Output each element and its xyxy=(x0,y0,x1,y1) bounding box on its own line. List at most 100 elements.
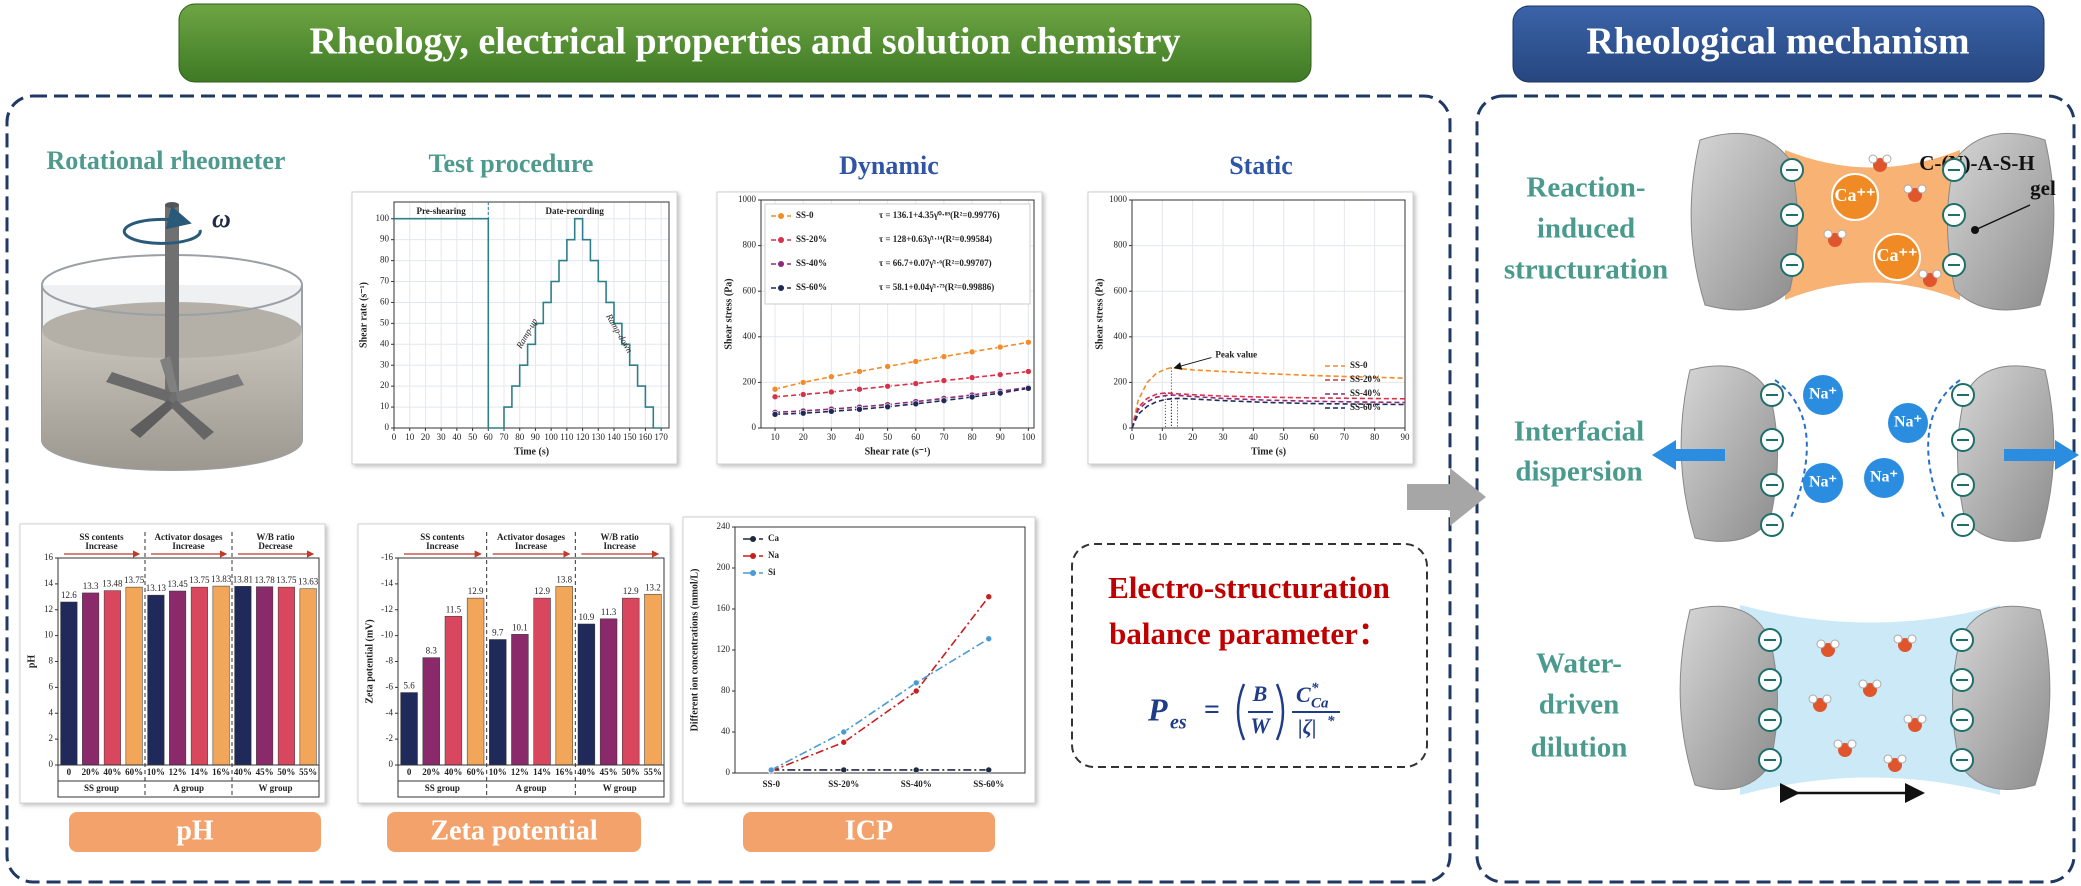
data-point xyxy=(996,343,1004,351)
x-tick-label: 0 xyxy=(392,432,397,442)
water-h xyxy=(1858,679,1868,689)
x-tick-label: 70 xyxy=(500,432,510,442)
bar xyxy=(489,639,507,766)
y-tick-label: 16 xyxy=(44,552,54,562)
value-label: 12.6 xyxy=(61,590,77,600)
group-trend: Increase xyxy=(515,541,547,551)
data-point xyxy=(840,766,848,774)
data-point xyxy=(985,766,993,774)
header-title: Rheology, electrical properties and solu… xyxy=(309,21,1180,63)
x-tick-label: 120 xyxy=(576,432,590,442)
y-tick-label: 6 xyxy=(49,681,54,691)
data-point xyxy=(940,397,948,404)
y-tick-label: 160 xyxy=(717,603,731,613)
y-tick-label: 40 xyxy=(721,726,731,736)
x-tick-label: 10% xyxy=(489,767,507,777)
panel-title: Dynamic xyxy=(839,151,939,180)
y-tick-label: 800 xyxy=(743,240,757,250)
x-tick-label: 140 xyxy=(607,432,621,442)
value-label: 11.3 xyxy=(601,607,617,617)
x-tick-label: 50 xyxy=(1279,432,1289,442)
water-h xyxy=(1822,694,1832,704)
header-title: Rheological mechanism xyxy=(1586,21,1969,63)
value-label: 13.8 xyxy=(556,575,572,585)
x-tick-label: 60% xyxy=(467,767,485,777)
group-label: W group xyxy=(603,783,637,793)
formula-symbol: B xyxy=(1252,681,1268,706)
legend-label: SS-20% xyxy=(796,234,827,244)
x-tick-label: 90 xyxy=(1401,432,1411,442)
pointer-dot xyxy=(1971,226,1979,234)
x-tick-label: 16% xyxy=(212,767,230,777)
ion-label: Na⁺ xyxy=(1894,414,1922,431)
formula-symbol: |ζ| xyxy=(1298,715,1317,739)
pill xyxy=(69,812,321,852)
x-tick-label: 0 xyxy=(67,767,72,777)
x-tick-label: 40% xyxy=(234,767,252,777)
x-tick-label: 110 xyxy=(560,432,574,442)
formula: P es = B W C * Ca |ζ| * xyxy=(1147,680,1340,741)
x-tick-label: 130 xyxy=(592,432,606,442)
water-h xyxy=(1816,639,1826,649)
y-tick-label: 100 xyxy=(376,213,390,223)
series-line xyxy=(775,370,1029,398)
gel-label: gel xyxy=(2030,176,2056,200)
data-point xyxy=(884,382,891,390)
water-h xyxy=(1872,679,1882,689)
formula-subscript: es xyxy=(1170,712,1187,734)
y-axis-label: Shear stress (Pa) xyxy=(1094,278,1105,349)
y-tick-label: 80 xyxy=(721,685,731,695)
mechanism-label: Water- xyxy=(1536,648,1622,680)
water-h xyxy=(1917,714,1927,724)
x-tick-label: 10 xyxy=(1158,432,1168,442)
data-point xyxy=(912,679,920,687)
dispersion-arrow xyxy=(1652,440,1725,470)
y-tick-label: -8 xyxy=(386,656,394,666)
series-line xyxy=(774,341,1029,390)
data-point xyxy=(940,377,948,384)
y-tick-label: 800 xyxy=(1114,240,1128,250)
bar xyxy=(644,593,662,766)
bar xyxy=(599,618,618,766)
legend-marker xyxy=(778,261,784,267)
parameter-text: Electro-structuration xyxy=(1108,570,1390,605)
chart-panel xyxy=(1087,191,1414,465)
y-tick-label: 0 xyxy=(49,759,54,769)
plot-frame xyxy=(760,199,1035,429)
value-label: 13.81 xyxy=(233,574,253,584)
legend-marker xyxy=(778,285,784,291)
value-label: 10.9 xyxy=(579,612,595,622)
data-point xyxy=(968,374,976,381)
x-tick-label: 40 xyxy=(855,432,865,442)
value-label: 13.75 xyxy=(276,575,297,585)
y-tick-label: 90 xyxy=(380,234,390,244)
group-header: W/B ratio xyxy=(256,532,295,542)
y-tick-label: 200 xyxy=(743,376,757,386)
bar xyxy=(234,586,252,766)
y-tick-label: 400 xyxy=(743,331,757,341)
formula-symbol: P xyxy=(1147,691,1168,727)
x-tick-label: 40% xyxy=(577,767,595,777)
y-tick-label: -12 xyxy=(381,604,393,614)
x-tick-label: 20% xyxy=(82,767,100,777)
legend-label: SS-40% xyxy=(1350,388,1381,398)
data-point xyxy=(912,687,920,695)
water-h xyxy=(1903,714,1913,724)
x-tick-label: 50% xyxy=(277,767,295,777)
data-point xyxy=(767,766,775,774)
data-point xyxy=(1025,338,1032,346)
parameter-text: balance parameter： xyxy=(1109,616,1389,651)
data-point xyxy=(1025,368,1032,375)
data-point xyxy=(840,728,848,736)
x-tick-label: 60 xyxy=(1310,432,1320,442)
x-tick-label: 80 xyxy=(515,432,525,442)
y-tick-label: -16 xyxy=(381,552,393,562)
value-label: 13.2 xyxy=(645,582,661,592)
x-tick-label: 80 xyxy=(1370,432,1380,442)
x-tick-label: 160 xyxy=(639,432,653,442)
bar xyxy=(212,585,230,766)
x-tick-label: SS-20% xyxy=(828,779,859,789)
x-tick-label: 60 xyxy=(484,432,494,442)
water-h xyxy=(1897,754,1907,764)
x-tick-label: 16% xyxy=(555,767,573,777)
